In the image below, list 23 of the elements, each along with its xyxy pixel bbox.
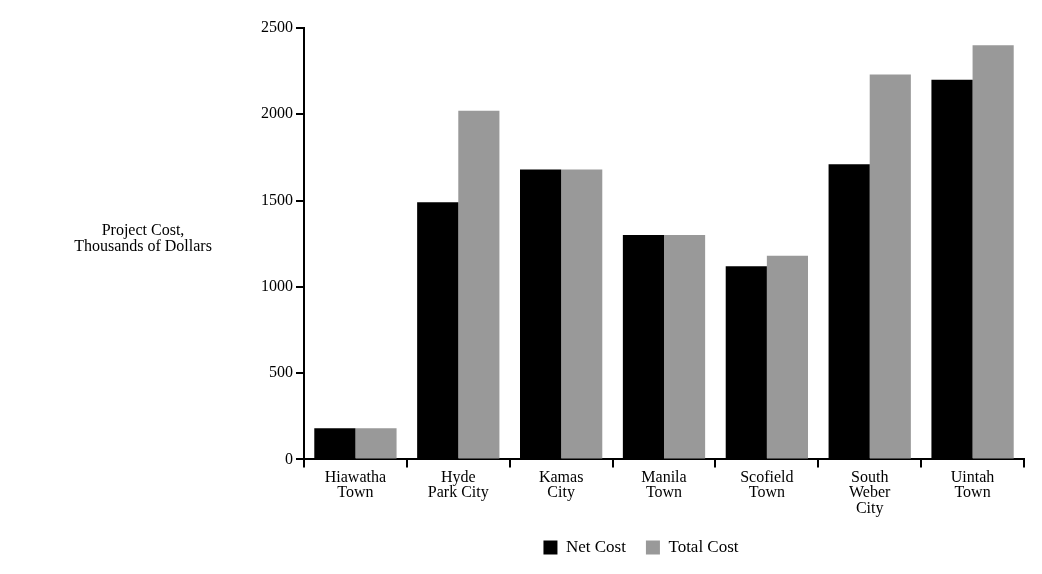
- bar: [664, 235, 706, 459]
- x-tick-label: Hiawatha Town: [324, 468, 387, 501]
- x-tick-label: Uintah Town: [950, 468, 995, 501]
- y-tick-label: 2000: [261, 104, 293, 122]
- x-tick-label: Hyde Park City: [427, 468, 489, 502]
- y-tick-label: 500: [269, 363, 293, 381]
- x-tick-label: Manila Town: [641, 468, 687, 501]
- y-tick-label: 2500: [261, 18, 293, 36]
- y-tick-label: 1000: [261, 277, 293, 295]
- legend-label: Net Cost: [565, 536, 627, 556]
- x-tick-label: South Weber City: [849, 468, 892, 517]
- y-tick-label: 0: [285, 449, 293, 467]
- x-tick-label: Kamas City: [538, 468, 584, 502]
- bar: [561, 169, 603, 459]
- bar: [458, 110, 500, 459]
- legend-label: Total Cost: [668, 536, 739, 556]
- bar: [869, 74, 911, 459]
- x-tick-label: Scofield Town: [740, 468, 794, 501]
- y-tick-label: 1500: [261, 190, 293, 208]
- bar: [972, 45, 1014, 459]
- y-axis-title: Project Cost, Thousands of Dollars: [74, 220, 212, 254]
- bar: [355, 428, 397, 459]
- bar: [766, 255, 808, 459]
